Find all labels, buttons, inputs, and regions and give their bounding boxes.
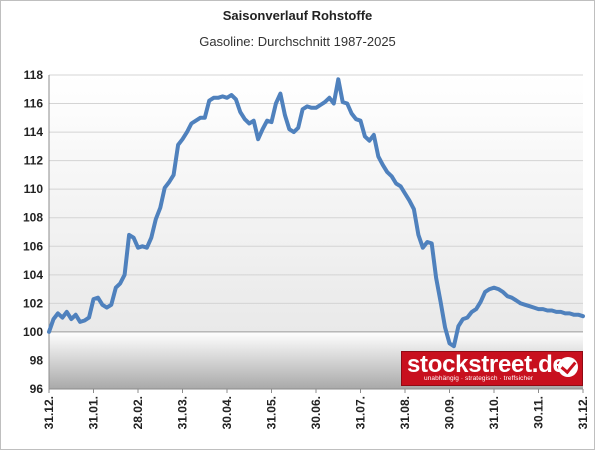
- x-tick-label: 31.07.: [354, 396, 368, 429]
- chart-title: Saisonverlauf Rohstoffe: [222, 8, 373, 23]
- chart-subtitle: Gasoline: Durchschnitt 1987-2025: [199, 34, 396, 49]
- y-tick-label: 98: [30, 353, 44, 367]
- y-tick-label: 118: [24, 68, 44, 82]
- y-tick-label: 102: [23, 296, 43, 310]
- x-tick-label: 30.11.: [532, 396, 546, 429]
- x-tick-label: 31.10.: [487, 396, 501, 429]
- y-tick-label: 100: [23, 325, 43, 339]
- y-tick-label: 104: [23, 268, 43, 282]
- x-tick-label: 31.03.: [176, 396, 190, 429]
- check-circle-icon: [558, 357, 578, 377]
- x-tick-label: 31.12.: [576, 396, 590, 429]
- x-tick-label: 31.08.: [398, 396, 412, 429]
- y-tick-label: 106: [23, 239, 43, 253]
- x-tick-label: 30.06.: [309, 396, 323, 429]
- series-line: [47, 77, 585, 349]
- x-tick-label: 31.01.: [87, 396, 101, 429]
- y-tick-label: 114: [24, 125, 44, 139]
- y-tick-label: 108: [23, 211, 43, 225]
- x-tick-label: 28.02.: [131, 396, 145, 429]
- y-tick-label: 110: [24, 182, 44, 196]
- y-tick-label: 112: [24, 154, 44, 168]
- y-tick-label: 96: [30, 382, 44, 396]
- x-tick-label: 30.04.: [220, 396, 234, 429]
- logo-text: stockstreet.de: [407, 351, 566, 378]
- y-tick-label: 116: [24, 97, 44, 111]
- logo-tagline: unabhängig · strategisch · treffsicher: [424, 375, 534, 382]
- x-tick-label: 31.12.: [42, 396, 56, 429]
- x-tick-label: 31.05.: [265, 396, 279, 429]
- x-tick-label: 30.09.: [443, 396, 457, 429]
- stockstreet-logo: stockstreet.de unabhängig · strategisch …: [401, 351, 583, 386]
